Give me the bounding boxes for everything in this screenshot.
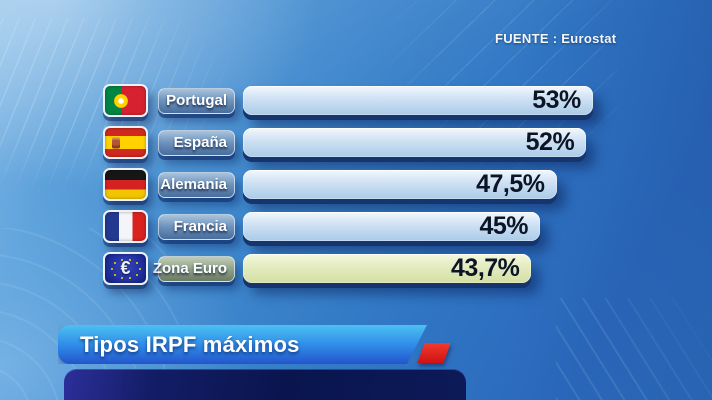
portugal-emblem-icon bbox=[114, 93, 129, 108]
country-label: Francia bbox=[158, 213, 235, 240]
spain-coat-of-arms-icon bbox=[112, 137, 121, 148]
country-label: Zona Euro bbox=[153, 255, 235, 282]
title-banner: Tipos IRPF máximos bbox=[58, 325, 427, 364]
country-label: España bbox=[158, 129, 235, 156]
euro-symbol-icon: € bbox=[120, 258, 131, 278]
germany-flag-icon bbox=[103, 168, 148, 201]
chart-row-eurozone: € Zona Euro 43,7% bbox=[103, 252, 532, 285]
value-bar: 47,5% bbox=[243, 170, 557, 199]
lower-third-panel bbox=[64, 369, 466, 400]
chart-row-france: Francia 45% bbox=[103, 210, 540, 243]
source-label: FUENTE : Eurostat bbox=[495, 31, 617, 46]
page-title: Tipos IRPF máximos bbox=[80, 331, 300, 357]
country-label: Alemania bbox=[158, 171, 235, 198]
chart-row-spain: España 52% bbox=[103, 126, 587, 159]
country-label: Portugal bbox=[158, 87, 235, 114]
france-flag-icon bbox=[103, 210, 148, 243]
chart-row-portugal: Portugal 53% bbox=[103, 84, 593, 117]
eurozone-flag-icon: € bbox=[103, 252, 148, 285]
value-bar: 45% bbox=[243, 212, 540, 241]
spain-flag-icon bbox=[103, 126, 148, 159]
chart-row-germany: Alemania 47,5% bbox=[103, 168, 557, 201]
value-bar: 43,7% bbox=[243, 254, 532, 283]
value-bar: 53% bbox=[243, 86, 593, 115]
value-bar: 52% bbox=[243, 128, 587, 157]
portugal-flag-icon bbox=[103, 84, 148, 117]
